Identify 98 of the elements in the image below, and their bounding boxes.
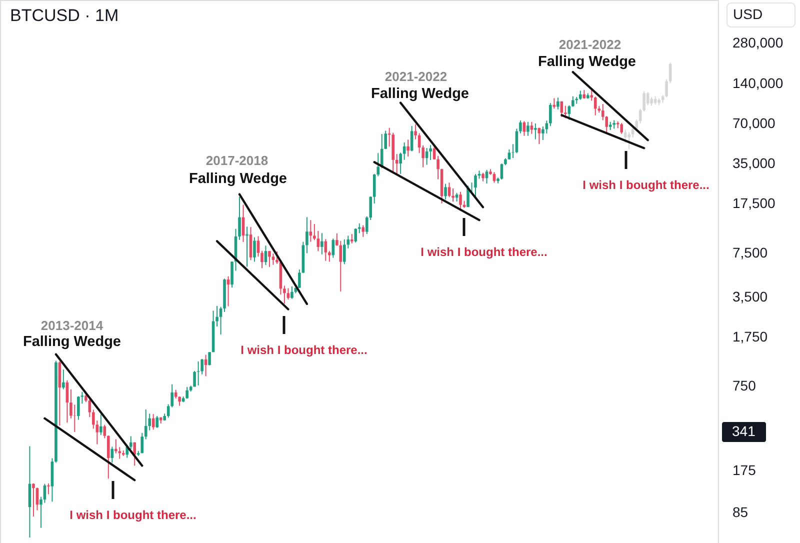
- candlestick: [628, 132, 630, 150]
- candlestick: [328, 250, 331, 262]
- candlestick: [230, 261, 234, 288]
- candlestick: [402, 142, 406, 160]
- candlestick: [448, 182, 451, 198]
- candlestick: [522, 120, 526, 136]
- y-tick-label: 85: [732, 504, 748, 520]
- annotation: 2021-2022: [384, 69, 448, 84]
- candlestick: [286, 288, 290, 300]
- y-tick-label: 280,000: [732, 34, 784, 51]
- candlestick: [556, 97, 560, 110]
- candlestick: [103, 424, 106, 439]
- annotation: Falling Wedge: [538, 54, 636, 70]
- candlestick: [380, 133, 384, 169]
- annotation: Falling Wedge: [22, 334, 122, 350]
- annotation: I wish I bought there...: [240, 343, 368, 357]
- candlestick: [316, 230, 320, 252]
- candlestick: [320, 232, 324, 255]
- y-tick-label: 1,750: [732, 328, 768, 345]
- text: USD: [733, 6, 763, 22]
- candlestick: [530, 121, 534, 134]
- candlestick: [283, 285, 286, 304]
- candlestick: [354, 228, 358, 244]
- candlestick: [216, 305, 218, 328]
- chart-title: BTCUSD · 1M: [10, 6, 119, 25]
- annotation: I wish I bought there...: [70, 508, 196, 522]
- candlestick: [193, 370, 196, 388]
- y-tick-label: 175: [732, 462, 756, 478]
- candlestick: [358, 222, 361, 234]
- candlestick: [552, 98, 556, 110]
- text: 341: [732, 423, 756, 439]
- candlestick: [406, 139, 410, 157]
- candlestick: [519, 120, 522, 134]
- y-tick-label: 750: [732, 378, 756, 394]
- candlestick: [47, 482, 50, 495]
- candlestick: [444, 183, 447, 200]
- candlestick: [133, 442, 136, 466]
- annotation: 2021-2022: [558, 37, 622, 52]
- candlestick: [88, 398, 92, 418]
- annotation: 2017-2018: [206, 153, 268, 168]
- candlestick: [186, 386, 188, 400]
- candlestick: [526, 121, 530, 136]
- candlestick: [492, 172, 496, 184]
- candlestick: [414, 124, 417, 140]
- y-tick-label: 70,000: [732, 114, 776, 131]
- candlestick: [268, 250, 271, 268]
- candlestick: [578, 90, 582, 100]
- candlestick: [534, 122, 537, 140]
- candlestick: [129, 436, 132, 450]
- candlestick: [156, 416, 158, 428]
- candlestick: [106, 434, 110, 480]
- candlestick: [429, 144, 432, 161]
- candlestick: [362, 224, 365, 238]
- candlestick: [538, 127, 541, 145]
- candlestick: [144, 408, 148, 440]
- candlestick: [253, 236, 256, 262]
- candlestick: [32, 482, 35, 518]
- y-tick-label: 7,500: [732, 244, 768, 260]
- candlestick: [276, 250, 278, 264]
- candlestick: [474, 174, 477, 198]
- candlestick: [620, 122, 623, 134]
- annotation: I wish I bought there...: [420, 245, 548, 259]
- candlestick: [100, 414, 102, 436]
- candlestick: [256, 236, 260, 258]
- candlestick: [290, 286, 294, 300]
- annotation: Falling Wedge: [188, 171, 288, 187]
- y-tick-label: 35,000: [732, 155, 776, 172]
- candlestick: [668, 62, 672, 84]
- candlestick: [110, 446, 114, 464]
- candlestick: [459, 191, 462, 212]
- candlestick: [246, 226, 248, 268]
- candlestick: [260, 250, 264, 269]
- candlestick: [77, 396, 80, 420]
- annotation: 2013-2014: [40, 318, 104, 333]
- candlestick: [594, 96, 597, 116]
- candlestick: [399, 152, 402, 174]
- candlestick: [436, 155, 440, 180]
- candlestick: [646, 92, 650, 106]
- candlestick: [590, 88, 594, 102]
- y-tick-label: 140,000: [732, 74, 784, 91]
- candlestick: [140, 432, 144, 454]
- candlestick: [342, 238, 346, 265]
- candlestick: [272, 253, 275, 266]
- candlestick: [508, 148, 511, 160]
- candlestick: [545, 120, 548, 134]
- candlestick: [73, 404, 76, 432]
- candlestick: [208, 352, 211, 366]
- candlestick: [306, 216, 308, 254]
- candlestick: [432, 145, 436, 160]
- annotation: I wish I bought there...: [582, 178, 710, 192]
- y-tick-label: 17,500: [732, 195, 776, 212]
- candlestick: [549, 102, 552, 127]
- annotation: Falling Wedge: [370, 86, 470, 102]
- candlestick: [62, 369, 65, 390]
- candlestick: [572, 96, 574, 108]
- candlestick: [350, 233, 354, 244]
- candlestick: [631, 126, 634, 138]
- y-tick-label: 3,500: [732, 288, 768, 304]
